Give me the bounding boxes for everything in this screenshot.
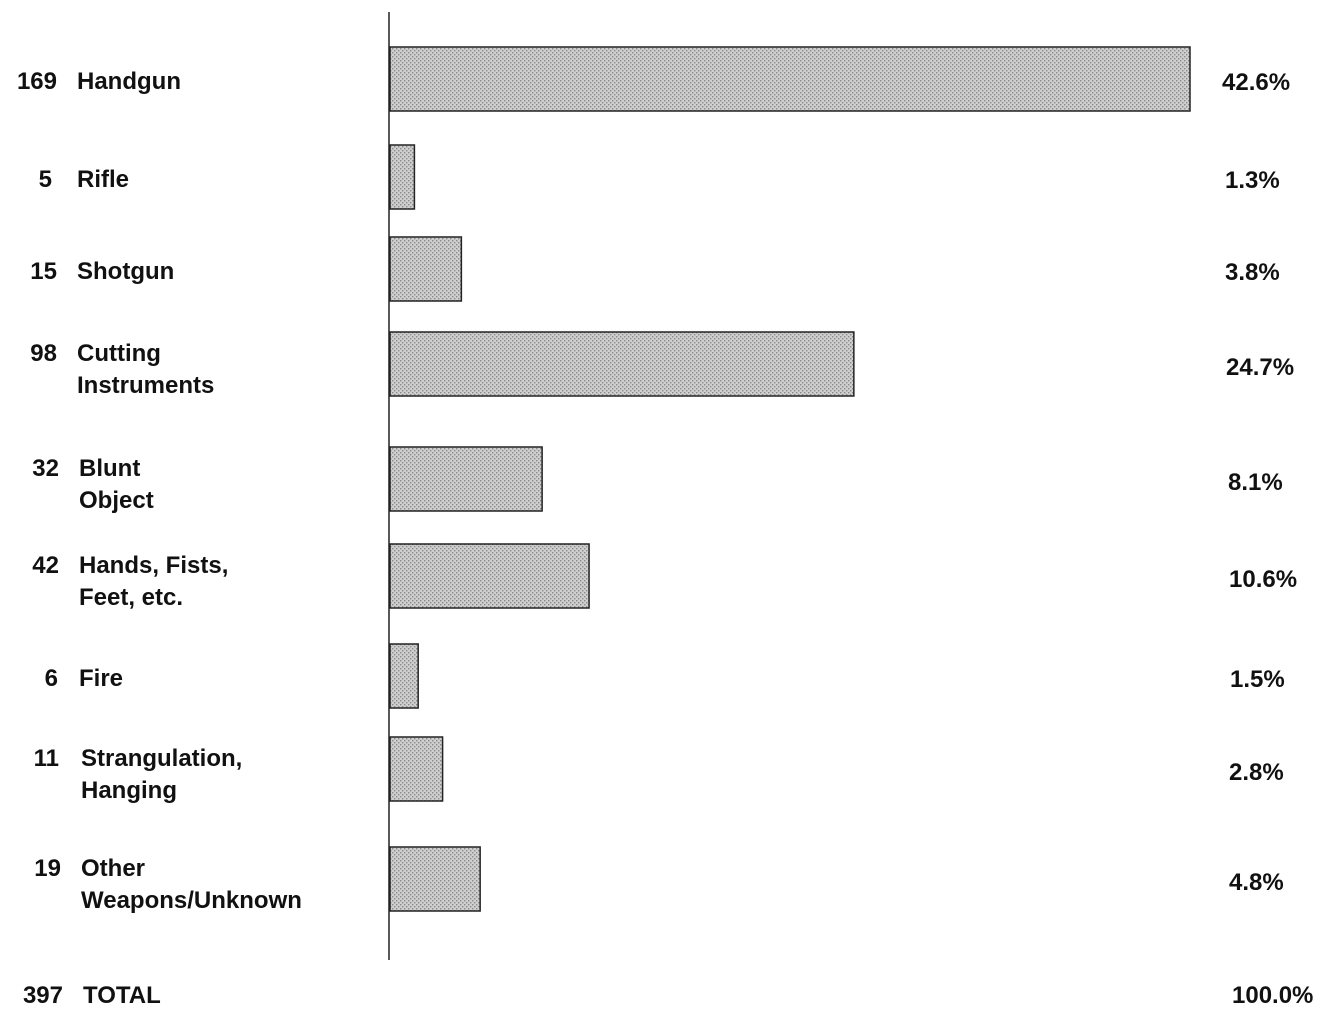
count-label-8: 19 — [34, 855, 61, 882]
percent-label-5: 10.6% — [1229, 566, 1297, 593]
count-label-2: 15 — [30, 258, 57, 285]
bar-8 — [389, 846, 481, 912]
bar-7 — [389, 736, 444, 802]
category-label-8-1: Weapons/Unknown — [81, 887, 302, 914]
category-label-2-0: Shotgun — [77, 258, 174, 285]
category-label-4-0: Blunt — [79, 455, 140, 482]
percent-label-6: 1.5% — [1230, 666, 1285, 693]
category-label-7-0: Strangulation, — [81, 745, 242, 772]
percent-label-8: 4.8% — [1229, 869, 1284, 896]
bar-2 — [389, 236, 463, 302]
category-label-5-0: Hands, Fists, — [79, 552, 228, 579]
percent-label-2: 3.8% — [1225, 259, 1280, 286]
bar-6 — [389, 643, 419, 709]
count-label-4: 32 — [32, 455, 59, 482]
bar-1 — [389, 144, 416, 210]
total-count: 397 — [23, 982, 63, 1009]
percent-label-3: 24.7% — [1226, 354, 1294, 381]
category-label-3-1: Instruments — [77, 372, 214, 399]
category-label-1-0: Rifle — [77, 166, 129, 193]
count-label-0: 169 — [17, 68, 57, 95]
count-label-3: 98 — [30, 340, 57, 367]
bar-3 — [389, 331, 855, 397]
category-label-5-1: Feet, etc. — [79, 584, 183, 611]
category-label-6-0: Fire — [79, 665, 123, 692]
percent-label-4: 8.1% — [1228, 469, 1283, 496]
percent-label-1: 1.3% — [1225, 167, 1280, 194]
bar-4 — [389, 446, 543, 512]
category-label-0-0: Handgun — [77, 68, 181, 95]
category-label-4-1: Object — [79, 487, 154, 514]
category-label-7-1: Hanging — [81, 777, 177, 804]
count-label-1: 5 — [39, 166, 52, 193]
count-label-5: 42 — [32, 552, 59, 579]
total-label: TOTAL — [83, 982, 161, 1009]
category-label-8-0: Other — [81, 855, 145, 882]
count-label-7: 11 — [34, 745, 59, 772]
percent-label-7: 2.8% — [1229, 759, 1284, 786]
category-label-3-0: Cutting — [77, 340, 161, 367]
count-label-6: 6 — [45, 665, 58, 692]
bar-0 — [389, 46, 1191, 112]
total-percent: 100.0% — [1232, 982, 1313, 1009]
bar-5 — [389, 543, 590, 609]
percent-label-0: 42.6% — [1222, 69, 1290, 96]
